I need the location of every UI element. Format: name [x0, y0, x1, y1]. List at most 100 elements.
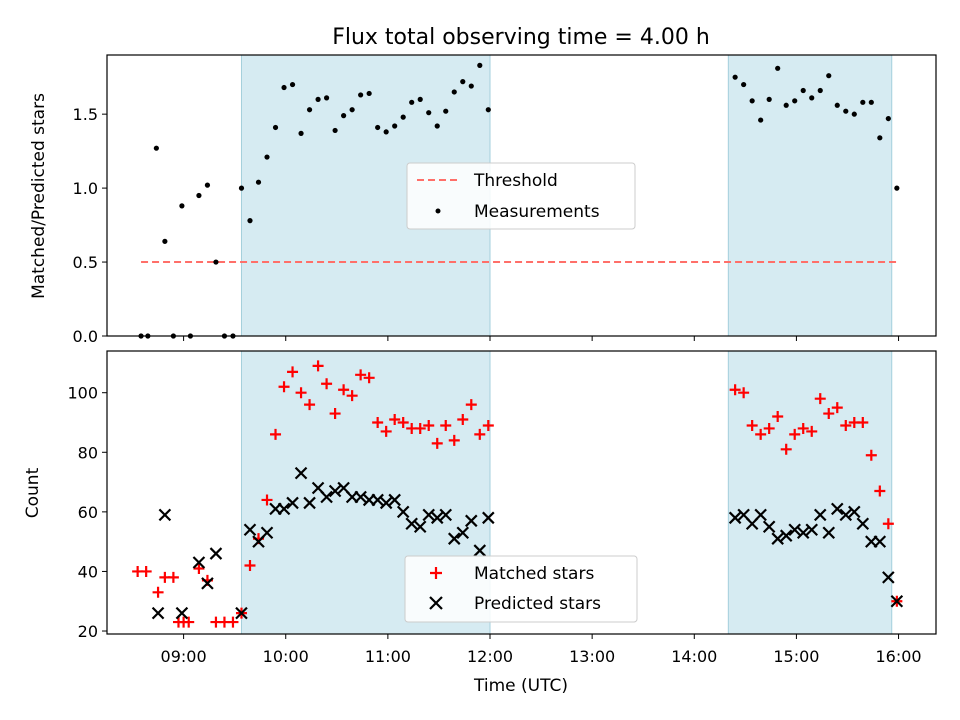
matched-stars-point [167, 571, 179, 583]
measurement-point [281, 84, 287, 91]
measurement-point [766, 96, 772, 102]
measurement-point [775, 65, 781, 71]
matched-stars-point [372, 416, 384, 428]
measurement-point [349, 107, 355, 113]
matched-stars-point [183, 616, 195, 628]
matched-stars-point [355, 369, 367, 381]
matched-stars-point [397, 416, 409, 428]
predicted-stars-point [856, 517, 870, 531]
measurement-point [800, 87, 806, 94]
predicted-stars-legend-swatch [429, 596, 443, 610]
predicted-stars-point [277, 502, 291, 516]
chart-title: Flux total observing time = 4.00 h [332, 25, 710, 50]
measurement-point [758, 117, 764, 123]
predicted-stars-point [830, 502, 844, 516]
measurement-point [298, 130, 304, 136]
measurement-point [366, 90, 372, 97]
measurement-point [885, 115, 891, 122]
predicted-stars-point [890, 594, 904, 608]
predicted-stars-point [201, 577, 214, 590]
matched-stars-point [823, 408, 835, 420]
predicted-stars-point [209, 547, 223, 560]
predicted-stars-point [294, 466, 308, 480]
measurement-point [358, 92, 364, 98]
matched-stars-point [321, 378, 333, 390]
measurement-point [894, 185, 900, 191]
x-tick-label: 10:00 [263, 647, 309, 666]
measurement-point [826, 73, 832, 79]
x-axis-label: Time (UTC) [473, 676, 568, 696]
measurements-legend-label: Measurements [474, 202, 600, 222]
matched-stars-point [423, 419, 435, 431]
measurement-point [451, 89, 457, 95]
predicted-stars-point [873, 535, 887, 548]
matched-stars-point [797, 422, 809, 434]
measurement-point [383, 129, 389, 135]
predicted-stars-point [413, 520, 427, 534]
matched-stars-point [840, 419, 852, 431]
x-tick-label: 11:00 [365, 647, 411, 666]
matched-stars-point [772, 411, 784, 423]
y-tick-label: 0.0 [73, 327, 98, 346]
matched-stars-point [414, 422, 426, 434]
predicted-stars-point [430, 511, 444, 525]
measurement-point [323, 95, 330, 101]
measurement-point [792, 98, 798, 104]
predicted-stars-point [320, 490, 333, 504]
predicted-stars-point [473, 544, 487, 557]
matched-stars-point [346, 390, 358, 402]
predicted-stars-point [882, 571, 895, 584]
matched-stars-point [312, 360, 324, 372]
y-tick-label: 1.5 [73, 105, 98, 124]
matched-stars-point [746, 419, 758, 431]
upper-panel-y-axis-label: Matched/Predicted stars [29, 93, 49, 299]
predicted-stars-point [839, 508, 853, 522]
predicted-stars-point [371, 493, 384, 507]
predicted-stars-point [175, 606, 189, 620]
matched-stars-legend-label: Matched stars [474, 564, 594, 584]
y-tick-label: 80 [78, 443, 98, 462]
threshold-legend-label: Threshold [473, 171, 558, 191]
y-tick-label: 100 [67, 384, 98, 403]
measurement-point [877, 135, 883, 141]
predicted-stars-point [328, 484, 342, 498]
predicted-stars-point [848, 505, 861, 519]
measurement-point [272, 124, 279, 131]
measurement-point [213, 259, 219, 265]
matched-stars-point [755, 428, 767, 440]
y-tick-label: 40 [78, 562, 98, 581]
predicted-stars-point [456, 526, 470, 539]
measurement-point [332, 127, 338, 134]
matched-stars-point [295, 387, 307, 399]
measurement-point [392, 123, 398, 129]
predicted-stars-point [771, 532, 784, 545]
predicted-stars-point [447, 532, 461, 545]
predicted-stars-point [439, 508, 453, 522]
matched-stars-point [448, 434, 460, 446]
measurement-point [179, 203, 185, 209]
lower-panel-frame [106, 350, 937, 635]
matched-stars-point [806, 425, 818, 437]
predicted-stars-point [788, 523, 801, 537]
predicted-stars-point [192, 556, 206, 569]
predicted-stars-point [482, 511, 495, 525]
predicted-stars-point [405, 517, 418, 531]
matched-stars-point [874, 485, 886, 497]
measurement-point [834, 102, 840, 108]
predicted-stars-point [422, 508, 436, 522]
measurement-point [196, 192, 202, 199]
matched-stars-point [865, 449, 877, 461]
matched-stars-point [380, 425, 392, 437]
lower-panel-data [132, 360, 904, 628]
predicted-stars-point [286, 496, 299, 510]
matched-stars-point [304, 399, 316, 411]
measurement-point [817, 87, 823, 94]
predicted-stars-point [805, 523, 819, 537]
measurement-point [868, 99, 874, 105]
measurement-point [409, 99, 415, 105]
measurement-point [315, 96, 321, 102]
predicted-stars-point [779, 529, 793, 542]
shaded-interval-1 [728, 351, 892, 634]
measurement-point [460, 79, 466, 85]
